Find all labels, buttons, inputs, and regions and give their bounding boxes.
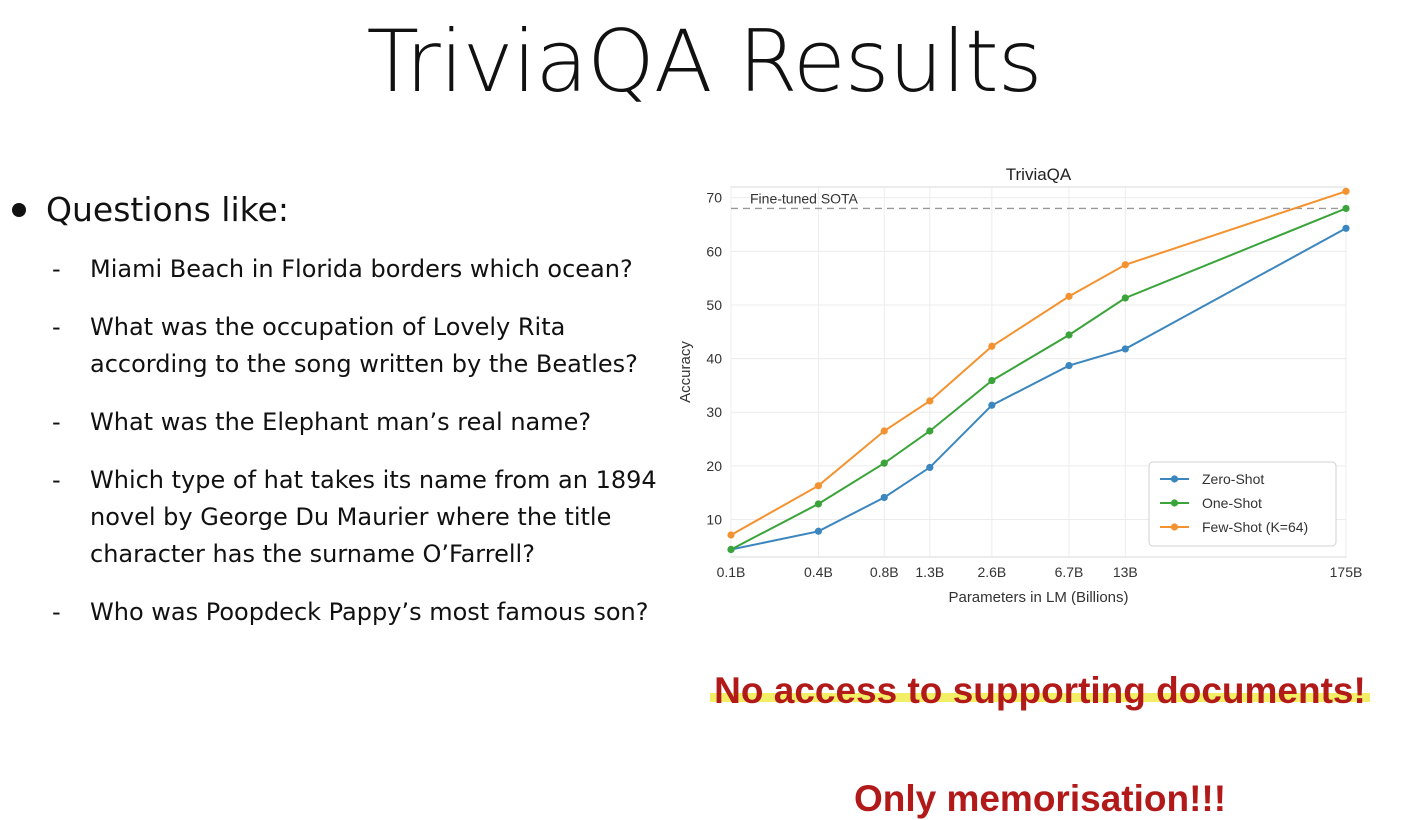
question-text: Who was Poopdeck Pappy’s most famous son… xyxy=(90,598,649,626)
series-line-1 xyxy=(730,207,1347,551)
data-point xyxy=(1065,331,1073,339)
bullet-row: Questions like: xyxy=(12,190,672,229)
question-text: What was the Elephant man’s real name? xyxy=(90,408,592,436)
x-tick-label: 0.8B xyxy=(870,564,899,580)
data-point xyxy=(988,342,996,350)
y-tick-label: 60 xyxy=(706,243,722,259)
y-tick-label: 50 xyxy=(706,297,722,313)
bullet-dot-icon xyxy=(12,202,26,217)
data-point xyxy=(880,427,888,435)
data-point xyxy=(988,376,996,385)
data-point xyxy=(880,459,888,467)
data-point xyxy=(1342,204,1350,213)
y-tick-label: 10 xyxy=(706,511,722,527)
legend-label: One-Shot xyxy=(1202,495,1262,511)
legend-label: Few-Shot (K=64) xyxy=(1202,519,1308,535)
callout-no-access-text: No access to supporting documents! xyxy=(710,670,1370,711)
callout-no-access: No access to supporting documents! xyxy=(680,670,1400,712)
data-point xyxy=(1065,361,1073,370)
data-point xyxy=(926,397,934,405)
series-line-2 xyxy=(730,190,1347,536)
data-point xyxy=(926,427,934,435)
y-tick-label: 30 xyxy=(706,404,722,420)
x-tick-label: 0.4B xyxy=(804,564,833,580)
dash-icon: - xyxy=(52,466,61,494)
data-point xyxy=(814,500,823,508)
data-point xyxy=(1342,187,1350,195)
data-point xyxy=(727,531,735,539)
series-line-0 xyxy=(730,227,1347,551)
triviaqa-chart: 10 20 30 40 50 60 70 0.1B 0.4B 0.8B 1.3B 2.6B 6.7B 13… xyxy=(668,160,1388,620)
x-axis-label: Parameters in LM (Billions) xyxy=(948,589,1128,606)
x-tick-label: 1.3B xyxy=(915,564,944,580)
question-item: - Miami Beach in Florida borders which oc… xyxy=(12,251,672,288)
y-tick-label: 70 xyxy=(706,190,722,206)
x-tick-label: 175B xyxy=(1330,564,1363,580)
slide-title: TriviaQA Results xyxy=(366,12,1042,112)
x-tick-label: 6.7B xyxy=(1055,564,1084,580)
legend-swatch-marker xyxy=(1170,475,1179,483)
sota-label: Fine-tuned SOTA xyxy=(750,190,859,206)
question-item: - Who was Poopdeck Pappy’s most famous so… xyxy=(12,594,672,631)
legend-label: Zero-Shot xyxy=(1202,471,1264,487)
x-tick-label: 2.6B xyxy=(977,564,1006,580)
data-point xyxy=(988,401,996,409)
data-point xyxy=(814,527,823,535)
question-list: - Miami Beach in Florida borders which oc… xyxy=(12,251,672,631)
data-point xyxy=(926,463,934,472)
legend-swatch-marker xyxy=(1170,499,1179,507)
y-axis-label: Accuracy xyxy=(677,341,694,403)
legend-swatch-marker xyxy=(1170,523,1179,531)
question-text: What was the occupation of Lovely Rita a… xyxy=(90,313,638,378)
question-text: Which type of hat takes its name from an… xyxy=(90,466,657,568)
data-point xyxy=(1342,224,1350,232)
dash-icon: - xyxy=(52,598,61,626)
data-point xyxy=(727,545,735,554)
chart-title: TriviaQA xyxy=(1006,165,1072,184)
data-point xyxy=(880,493,888,502)
callout-memorisation: Only memorisation!!! xyxy=(853,778,1227,819)
data-point xyxy=(1121,261,1129,269)
data-point xyxy=(1065,292,1073,300)
dash-icon: - xyxy=(52,255,61,283)
question-item: - What was the occupation of Lovely Rita … xyxy=(12,309,672,383)
question-item: - What was the Elephant man’s real name? xyxy=(12,404,672,441)
legend-box xyxy=(1148,461,1337,547)
chart-svg: 10 20 30 40 50 60 70 0.1B 0.4B 0.8B 1.3B 2.6B 6.7B 13… xyxy=(677,165,1363,606)
question-item: - Which type of hat takes its name from a… xyxy=(12,462,672,573)
dash-icon: - xyxy=(52,313,61,341)
data-point xyxy=(1121,345,1129,353)
x-tick-label: 13B xyxy=(1113,564,1138,580)
y-tick-label: 20 xyxy=(706,458,722,474)
x-tick-label: 0.1B xyxy=(717,564,746,580)
question-text: Miami Beach in Florida borders which oce… xyxy=(90,255,633,283)
data-point xyxy=(1121,294,1129,302)
question-section: Questions like: - Miami Beach in Florida … xyxy=(12,190,672,652)
y-tick-label: 40 xyxy=(706,351,722,367)
bullet-heading: Questions like: xyxy=(46,190,289,229)
dash-icon: - xyxy=(52,408,61,436)
data-point xyxy=(814,482,823,490)
